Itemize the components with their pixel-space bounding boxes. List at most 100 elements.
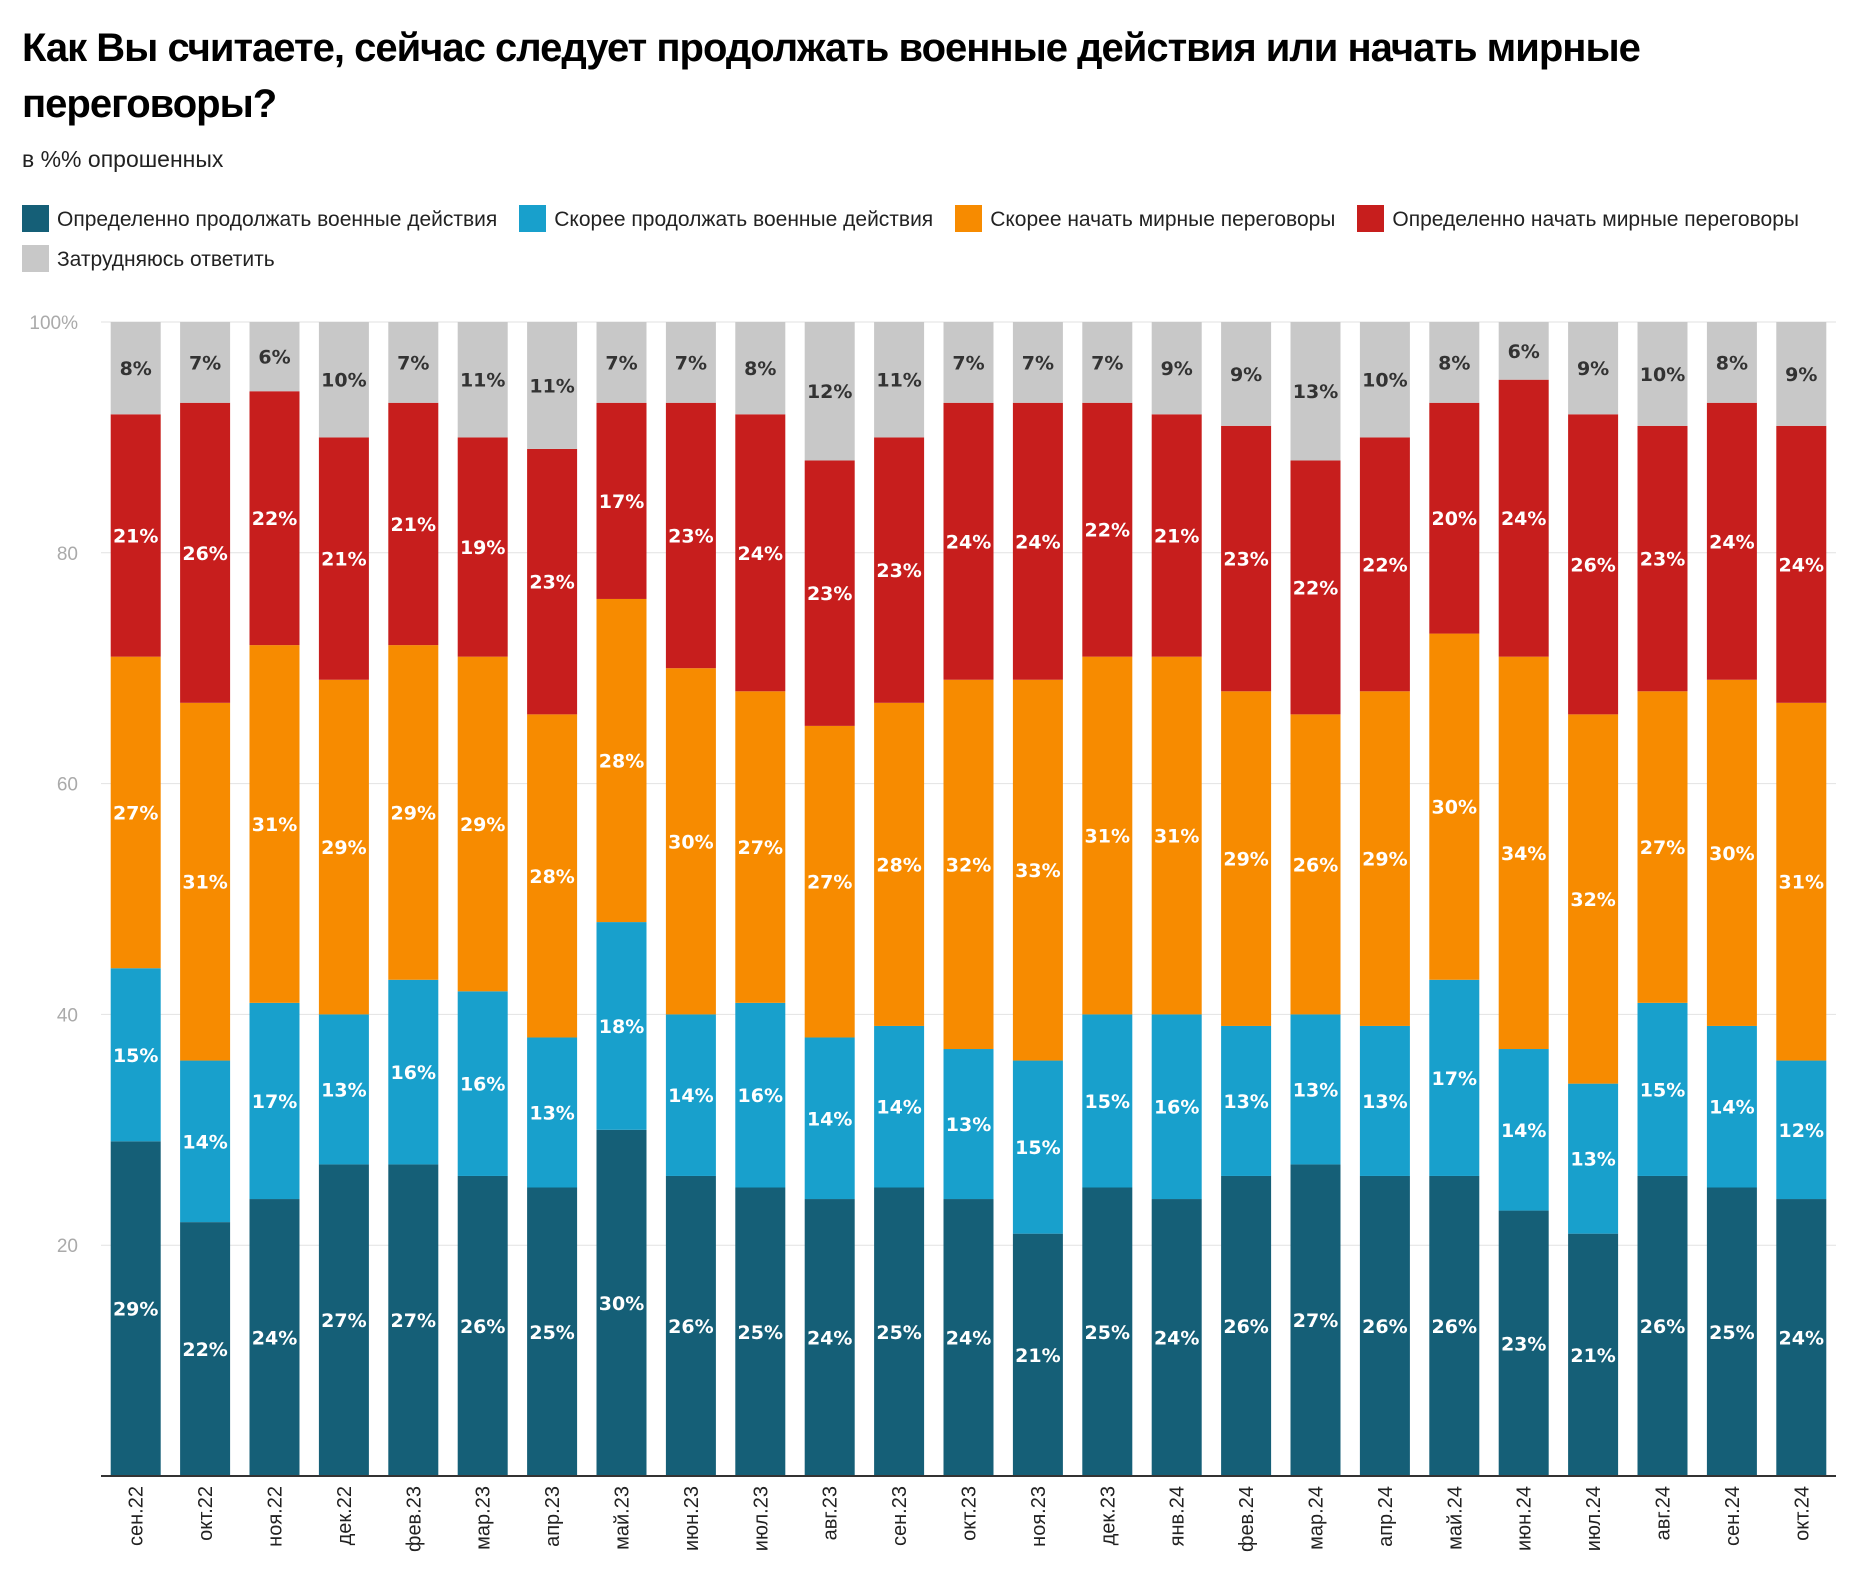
data-label: 15%: [1640, 1079, 1685, 1101]
data-label: 23%: [1223, 549, 1268, 571]
legend-swatch: [955, 205, 983, 232]
data-label: 13%: [321, 1079, 366, 1101]
bar-segment: [665, 402, 716, 669]
x-tick-label: апр.24: [1375, 1486, 1397, 1547]
x-tick-label: июл.24: [1583, 1486, 1605, 1551]
legend-label: Скорее начать мирные переговоры: [990, 208, 1336, 231]
data-label: 27%: [1293, 1310, 1338, 1332]
y-tick-label: 20: [57, 1236, 78, 1257]
bar-segment: [804, 1199, 855, 1476]
bar-segment: [1290, 460, 1341, 715]
bar-segment: [1568, 1083, 1619, 1234]
data-label: 24%: [1779, 1328, 1824, 1350]
bar-segment: [874, 322, 925, 438]
bar-segment: [943, 322, 994, 403]
bar-segment: [943, 402, 994, 680]
data-label: 29%: [391, 802, 436, 824]
bar-segment: [110, 1141, 161, 1476]
bar-segment: [249, 391, 300, 646]
bar-segment: [1429, 633, 1480, 980]
data-label: 26%: [460, 1316, 505, 1338]
x-tick-label: окт.24: [1791, 1486, 1813, 1541]
data-label: 30%: [668, 831, 713, 853]
data-label: 29%: [1362, 849, 1407, 871]
data-label: 33%: [1015, 860, 1060, 882]
bar-segment: [596, 322, 647, 403]
bar-segment: [1776, 322, 1827, 426]
bar-segment: [665, 322, 716, 403]
x-tick-label: июл.23: [750, 1486, 772, 1551]
bar-segment: [1706, 1025, 1757, 1188]
bar-segment: [1012, 1233, 1063, 1476]
bar-segment: [249, 1199, 300, 1476]
data-label: 31%: [252, 814, 297, 836]
data-label: 32%: [1570, 889, 1615, 911]
bar-segment: [1498, 1210, 1549, 1476]
bar-segment: [388, 1164, 439, 1476]
data-label: 7%: [675, 352, 707, 374]
bar-segment: [874, 1187, 925, 1476]
data-label: 21%: [321, 549, 366, 571]
bar-segment: [388, 979, 439, 1165]
bar-segment: [1637, 1002, 1688, 1176]
data-label: 14%: [668, 1085, 713, 1107]
bar-segment: [1290, 714, 1341, 1015]
bar-segment: [1776, 702, 1827, 1061]
x-tick-label: авг.23: [820, 1486, 842, 1540]
bar-segment: [665, 1014, 716, 1176]
bar-segment: [318, 1014, 369, 1165]
bar-segment: [180, 702, 231, 1061]
data-label: 11%: [529, 375, 574, 397]
data-label: 7%: [1091, 352, 1123, 374]
bar-segment: [1706, 402, 1757, 680]
data-label: 10%: [1640, 364, 1685, 386]
data-label: 28%: [599, 751, 644, 773]
data-label: 23%: [668, 525, 713, 547]
data-label: 23%: [876, 560, 921, 582]
legend: Определенно продолжать военные действия С…: [22, 200, 1832, 280]
data-label: 15%: [1085, 1091, 1130, 1113]
data-label: 7%: [952, 352, 984, 374]
x-tick-label: дек.23: [1097, 1486, 1119, 1545]
data-label: 9%: [1785, 364, 1817, 386]
data-label: 14%: [807, 1108, 852, 1130]
data-label: 31%: [1779, 872, 1824, 894]
data-label: 8%: [1716, 352, 1748, 374]
data-label: 34%: [1501, 843, 1546, 865]
bar-segment: [596, 598, 647, 923]
x-tick-label: янв.24: [1167, 1486, 1189, 1546]
legend-swatch: [22, 205, 49, 232]
data-label: 26%: [1223, 1316, 1268, 1338]
bar-segment: [1637, 425, 1688, 692]
x-tick-label: авг.24: [1653, 1486, 1675, 1540]
legend-label: Скорее продолжать военные действия: [554, 208, 934, 231]
legend-item: Определенно начать мирные переговоры: [1357, 205, 1799, 232]
data-label: 8%: [1438, 352, 1470, 374]
x-tick-label: фев.23: [403, 1486, 425, 1552]
bar-segment: [1082, 402, 1133, 657]
bar-segment: [1359, 1175, 1410, 1476]
data-label: 24%: [807, 1328, 852, 1350]
x-tick-label: сен.22: [126, 1486, 148, 1546]
bar-segment: [1429, 322, 1480, 403]
data-label: 22%: [1085, 520, 1130, 542]
bar-segment: [457, 437, 508, 657]
bar-segment: [110, 656, 161, 969]
legend-swatch: [519, 205, 547, 232]
data-label: 26%: [1640, 1316, 1685, 1338]
x-tick-label: май.23: [612, 1486, 634, 1550]
data-label: 24%: [1709, 531, 1754, 553]
x-tick-label: сен.23: [889, 1486, 911, 1546]
data-label: 30%: [599, 1293, 644, 1315]
legend-label: Определенно продолжать военные действия: [57, 208, 498, 231]
bar-segment: [318, 679, 369, 1015]
bar-segment: [596, 1129, 647, 1476]
data-label: 8%: [120, 358, 152, 380]
legend-item: Определенно продолжать военные действия: [22, 205, 498, 232]
bar-segment: [874, 437, 925, 703]
data-label: 12%: [1779, 1120, 1824, 1142]
x-tick-label: июн.24: [1514, 1486, 1536, 1551]
data-label: 14%: [1709, 1097, 1754, 1119]
bar-segment: [527, 1187, 578, 1476]
